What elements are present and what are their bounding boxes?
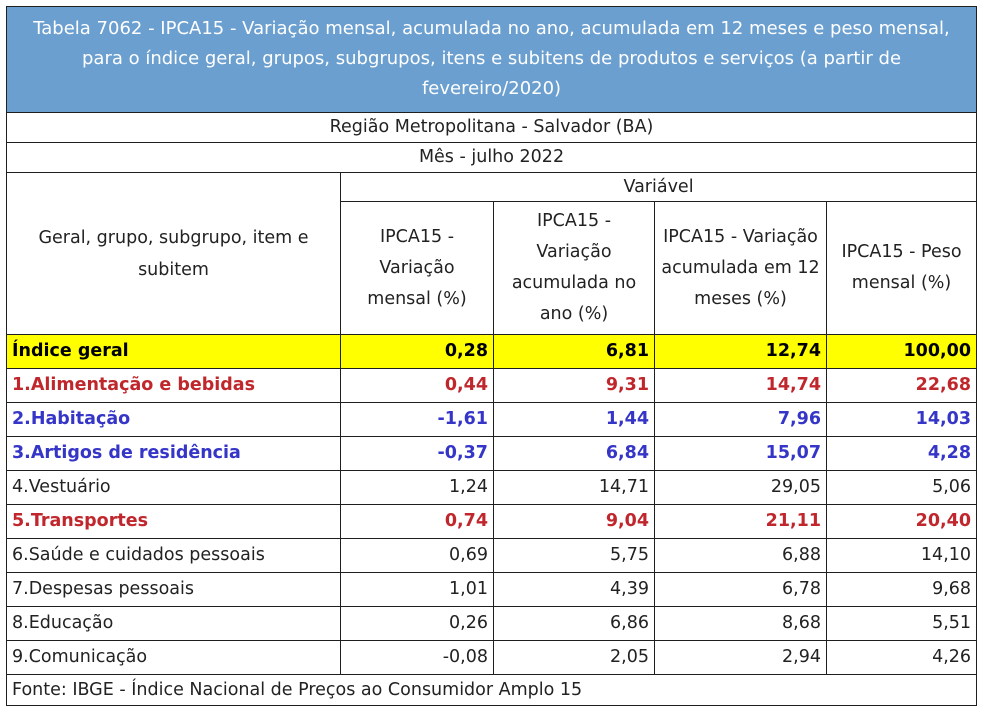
table-row: 6.Saúde e cuidados pessoais 0,69 5,75 6,… [6,538,978,573]
cell-variacao-mensal: 0,26 [340,606,494,641]
row-label: 4.Vestuário [6,470,341,505]
cell-acumulada-12-meses: 6,78 [654,572,827,607]
cell-acumulada-ano: 5,75 [493,538,655,573]
cell-acumulada-12-meses: 2,94 [654,640,827,675]
cell-peso-mensal: 20,40 [825,504,978,539]
cell-acumulada-12-meses: 14,74 [654,368,827,403]
cell-acumulada-12-meses: 12,74 [654,334,827,369]
table-row: 7.Despesas pessoais 1,01 4,39 6,78 9,68 [6,572,978,607]
row-label: 9.Comunicação [6,640,341,675]
column-header-acumulada-ano: IPCA15 - Variação acumulada no ano (%) [493,201,655,335]
table-title: Tabela 7062 - IPCA15 - Variação mensal, … [5,6,978,113]
cell-peso-mensal: 4,26 [825,640,978,675]
cell-acumulada-ano: 9,04 [493,504,655,539]
cell-peso-mensal: 22,68 [825,368,978,403]
table-row: 3.Artigos de residência -0,37 6,84 15,07… [6,436,978,471]
cell-variacao-mensal: 0,28 [340,334,494,369]
source-note: Fonte: IBGE - Índice Nacional de Preços … [5,674,978,706]
cell-peso-mensal: 5,06 [825,470,978,505]
ipca15-table: Tabela 7062 - IPCA15 - Variação mensal, … [5,6,978,706]
cell-peso-mensal: 14,10 [825,538,978,573]
row-label: 1.Alimentação e bebidas [6,368,341,403]
cell-acumulada-12-meses: 7,96 [654,402,827,437]
row-label: 2.Habitação [6,402,341,437]
cell-acumulada-12-meses: 8,68 [654,606,827,641]
cell-variacao-mensal: 0,74 [340,504,494,539]
row-label: 8.Educação [6,606,341,641]
variable-header: Variável [339,172,978,202]
cell-variacao-mensal: -0,08 [340,640,494,675]
table-row: 1.Alimentação e bebidas 0,44 9,31 14,74 … [6,368,978,403]
cell-acumulada-ano: 14,71 [493,470,655,505]
column-header-acumulada-12-meses: IPCA15 - Variação acumulada em 12 meses … [654,201,827,335]
cell-acumulada-ano: 2,05 [493,640,655,675]
cell-acumulada-ano: 1,44 [493,402,655,437]
table-row: 9.Comunicação -0,08 2,05 2,94 4,26 [6,640,978,675]
cell-acumulada-12-meses: 15,07 [654,436,827,471]
cell-acumulada-ano: 9,31 [493,368,655,403]
cell-peso-mensal: 4,28 [825,436,978,471]
cell-variacao-mensal: 0,44 [340,368,494,403]
cell-variacao-mensal: -1,61 [340,402,494,437]
column-header-variacao-mensal: IPCA15 - Variação mensal (%) [340,201,494,335]
cell-acumulada-12-meses: 6,88 [654,538,827,573]
month-label: Mês - julho 2022 [5,142,978,173]
row-label: 7.Despesas pessoais [6,572,341,607]
cell-acumulada-ano: 4,39 [493,572,655,607]
table-row: 4.Vestuário 1,24 14,71 29,05 5,06 [6,470,978,505]
table-row: 8.Educação 0,26 6,86 8,68 5,51 [6,606,978,641]
cell-peso-mensal: 5,51 [825,606,978,641]
cell-variacao-mensal: 0,69 [340,538,494,573]
row-label: 6.Saúde e cuidados pessoais [6,538,341,573]
cell-peso-mensal: 9,68 [825,572,978,607]
cell-peso-mensal: 100,00 [825,334,978,369]
cell-acumulada-12-meses: 29,05 [654,470,827,505]
table-row: Índice geral 0,28 6,81 12,74 100,00 [6,334,978,369]
row-label: 3.Artigos de residência [6,436,341,471]
cell-variacao-mensal: 1,24 [340,470,494,505]
cell-variacao-mensal: -0,37 [340,436,494,471]
row-label: 5.Transportes [6,504,341,539]
first-column-header: Geral, grupo, subgrupo, item e subitem [6,172,341,335]
column-headers-row: IPCA15 - Variação mensal (%) IPCA15 - Va… [7,201,978,335]
table-row: 2.Habitação -1,61 1,44 7,96 14,03 [6,402,978,437]
column-header-peso-mensal: IPCA15 - Peso mensal (%) [825,201,978,335]
cell-acumulada-12-meses: 21,11 [654,504,827,539]
region-label: Região Metropolitana - Salvador (BA) [5,112,978,143]
cell-peso-mensal: 14,03 [825,402,978,437]
cell-acumulada-ano: 6,86 [493,606,655,641]
row-label: Índice geral [6,334,341,369]
cell-acumulada-ano: 6,81 [493,334,655,369]
cell-acumulada-ano: 6,84 [493,436,655,471]
cell-variacao-mensal: 1,01 [340,572,494,607]
table-row: 5.Transportes 0,74 9,04 21,11 20,40 [6,504,978,539]
